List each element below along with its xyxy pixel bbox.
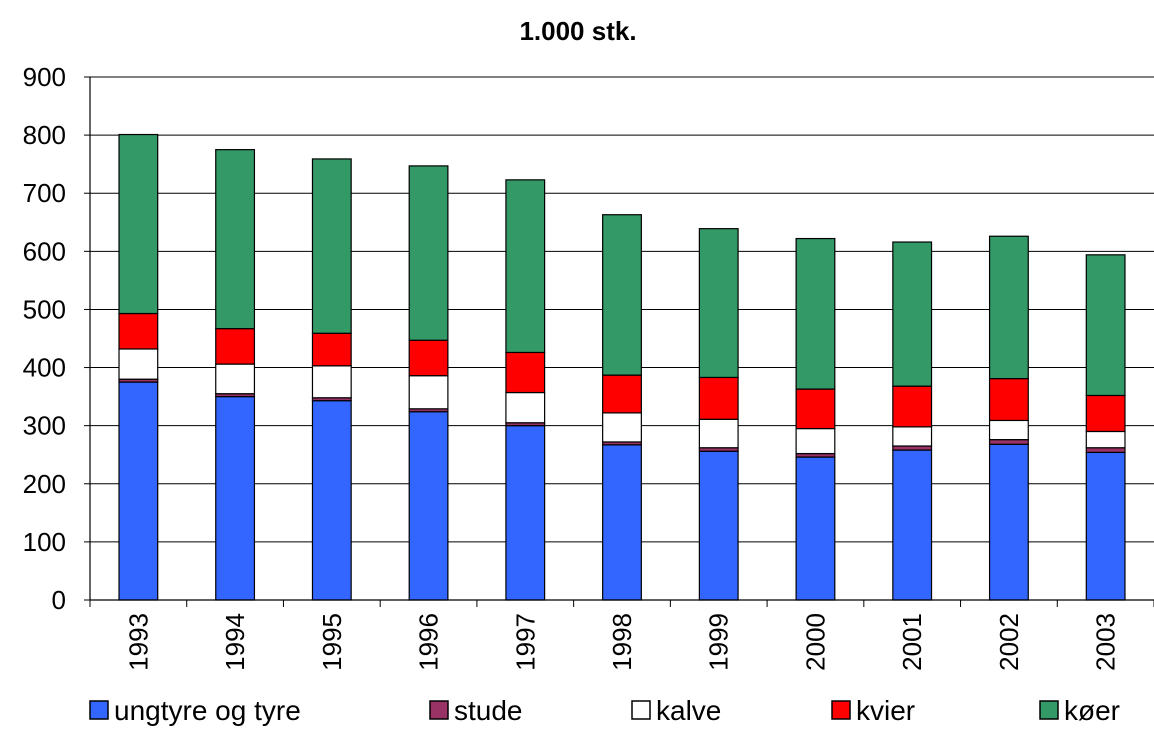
bar-segment-ungtyre-og-tyre xyxy=(505,425,546,601)
bar-segment-kvier xyxy=(892,385,933,428)
bar-segment-kalve xyxy=(215,363,256,395)
y-tick-label: 100 xyxy=(23,527,66,557)
bar-segment-kvier xyxy=(311,332,352,367)
bar-segment-køer xyxy=(988,235,1029,380)
bar-segment-ungtyre-og-tyre xyxy=(118,381,159,601)
bar-segment-ungtyre-og-tyre xyxy=(408,411,449,601)
bar-segment-ungtyre-og-tyre xyxy=(698,450,739,601)
bar-segment-køer xyxy=(408,165,449,341)
bar-segment-kvier xyxy=(215,328,256,365)
legend-label: kvier xyxy=(856,695,915,726)
bar-segment-kalve xyxy=(311,365,352,399)
bar-segment-kvier xyxy=(698,376,739,420)
legend-label: stude xyxy=(454,695,523,726)
y-tick-label: 700 xyxy=(23,178,66,208)
x-tick-label: 1994 xyxy=(220,613,250,671)
bar-segment-køer xyxy=(602,214,642,376)
x-tick-label: 2003 xyxy=(1091,613,1121,671)
y-tick-label: 300 xyxy=(23,411,66,441)
legend-label: kalve xyxy=(656,695,721,726)
bar-segment-kvier xyxy=(408,339,449,377)
bar-segment-kvier xyxy=(505,351,546,394)
bar-segment-køer xyxy=(118,133,159,315)
bar-segment-ungtyre-og-tyre xyxy=(215,396,256,601)
chart-title: 1.000 stk. xyxy=(519,16,636,46)
y-tick-label: 400 xyxy=(23,353,66,383)
bar-segment-kvier xyxy=(795,388,836,430)
bar-segment-kalve xyxy=(698,418,739,449)
x-tick-label: 1999 xyxy=(704,613,734,671)
x-tick-label: 1993 xyxy=(123,613,153,671)
bar-segment-stude xyxy=(892,445,933,451)
x-tick-label: 1998 xyxy=(607,613,637,671)
bar-segment-kalve xyxy=(602,412,642,443)
bar-segment-køer xyxy=(698,228,739,379)
bar-segment-kvier xyxy=(602,374,642,414)
bar-segment-køer xyxy=(215,149,256,330)
legend-swatch xyxy=(631,700,651,720)
bar-segment-køer xyxy=(795,237,836,390)
bar-segment-ungtyre-og-tyre xyxy=(892,449,933,601)
bar-segment-ungtyre-og-tyre xyxy=(1085,451,1126,601)
bar-segment-kalve xyxy=(505,391,546,424)
bar-segment-kvier xyxy=(118,312,159,350)
y-tick-label: 600 xyxy=(23,236,66,266)
bar-segment-kalve xyxy=(795,427,836,455)
bar-segment-stude xyxy=(1085,447,1126,453)
y-tick-label: 900 xyxy=(23,62,66,92)
y-tick-label: 0 xyxy=(52,585,66,615)
x-tick-label: 1996 xyxy=(414,613,444,671)
x-tick-label: 1995 xyxy=(317,613,347,671)
bar-segment-ungtyre-og-tyre xyxy=(602,444,642,601)
bars xyxy=(118,133,1126,601)
x-tick-label: 2000 xyxy=(800,613,830,671)
legend: ungtyre og tyre stude kalve kvier køer xyxy=(89,695,1120,726)
bar-segment-ungtyre-og-tyre xyxy=(311,400,352,601)
axes: 0 100 200 300 400 500 600 700 800 900 1993 1994 1995… xyxy=(23,62,1154,671)
bar-segment-køer xyxy=(892,241,933,387)
bar-segment-kalve xyxy=(1085,430,1126,449)
bar-segment-kalve xyxy=(988,419,1029,441)
legend-swatch xyxy=(831,700,851,720)
y-tick-label: 500 xyxy=(23,294,66,324)
bar-segment-stude xyxy=(988,439,1029,445)
bar-segment-ungtyre-og-tyre xyxy=(795,456,836,601)
x-tick-label: 1997 xyxy=(510,613,540,671)
y-tick-label: 200 xyxy=(23,469,66,499)
legend-swatch xyxy=(429,700,449,720)
y-tick-label: 800 xyxy=(23,120,66,150)
legend-swatch xyxy=(89,700,109,720)
legend-label: køer xyxy=(1064,695,1120,726)
legend-swatch xyxy=(1039,700,1059,720)
legend-label: ungtyre og tyre xyxy=(114,695,301,726)
bar-segment-ungtyre-og-tyre xyxy=(988,443,1029,601)
bar-segment-kvier xyxy=(1085,394,1126,433)
bar-segment-kalve xyxy=(118,348,159,380)
bar-segment-kalve xyxy=(892,426,933,447)
bar-segment-køer xyxy=(1085,254,1126,397)
bar-segment-køer xyxy=(505,179,546,354)
x-tick-label: 2001 xyxy=(897,613,927,671)
x-tick-label: 2002 xyxy=(994,613,1024,671)
bar-segment-køer xyxy=(311,158,352,334)
bar-segment-kalve xyxy=(408,375,449,410)
bar-segment-kvier xyxy=(988,377,1029,422)
